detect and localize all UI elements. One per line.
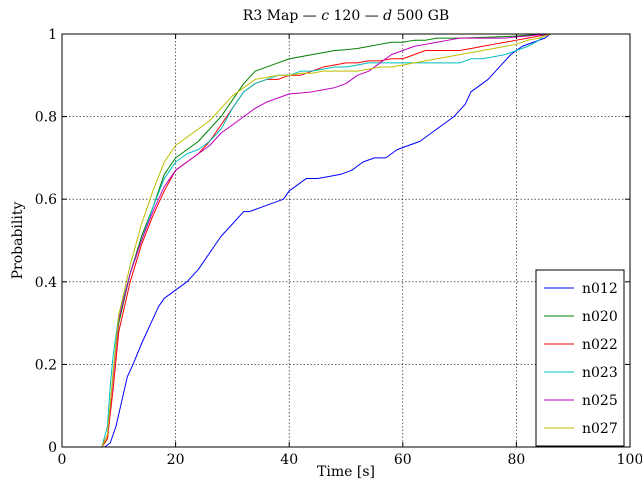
legend-label-n022: n022 <box>582 337 618 353</box>
chart-title-part-4: d <box>383 8 392 24</box>
chart-title-part-5: 500 GB <box>392 8 449 24</box>
series-line-n022 <box>62 33 574 448</box>
legend-label-n020: n020 <box>582 309 618 325</box>
legend-label-n023: n023 <box>582 365 618 381</box>
y-axis-label: Probability <box>10 202 26 280</box>
x-tick-labels: 0 20 40 60 80 100 <box>58 452 642 468</box>
series-line-n012 <box>62 33 591 448</box>
series-line-n020 <box>62 33 591 448</box>
series-line-n025 <box>62 33 574 448</box>
series-line-n023 <box>62 33 574 448</box>
y-tick-label: 0 <box>48 440 57 456</box>
y-tick-label: 0.6 <box>35 192 57 208</box>
x-tick-label: 100 <box>617 452 642 468</box>
y-tick-labels: 0 0.2 0.4 0.6 0.8 1 <box>35 27 57 456</box>
chart-title: R3 Map — c 120 — d 500 GB <box>243 8 449 24</box>
chart-title-part-3: 120 — <box>329 8 383 24</box>
chart-title-part-1: R3 Map — <box>243 8 321 24</box>
chart-title-part-2: c <box>321 8 329 24</box>
y-tick-label: 0.8 <box>35 110 57 126</box>
legend-box <box>535 269 625 447</box>
x-axis-label: Time [s] <box>317 464 375 480</box>
series-line-n027 <box>62 33 574 448</box>
legend: n012 n020 n022 n023 n025 n027 <box>535 269 625 447</box>
x-tick-label: 0 <box>58 452 67 468</box>
x-tick-label: 40 <box>280 452 298 468</box>
grid-lines <box>62 34 630 447</box>
legend-label-n012: n012 <box>582 281 618 297</box>
y-tick-label: 1 <box>48 27 57 43</box>
legend-label-n025: n025 <box>582 393 618 409</box>
series-lines <box>62 33 591 448</box>
plot-frame <box>61 33 631 448</box>
legend-label-n027: n027 <box>582 421 618 437</box>
axis-ticks <box>61 33 631 448</box>
x-tick-label: 20 <box>167 452 185 468</box>
x-tick-label: 60 <box>394 452 412 468</box>
y-tick-label: 0.2 <box>35 357 57 373</box>
y-tick-label: 0.4 <box>35 275 57 291</box>
x-tick-label: 80 <box>507 452 525 468</box>
